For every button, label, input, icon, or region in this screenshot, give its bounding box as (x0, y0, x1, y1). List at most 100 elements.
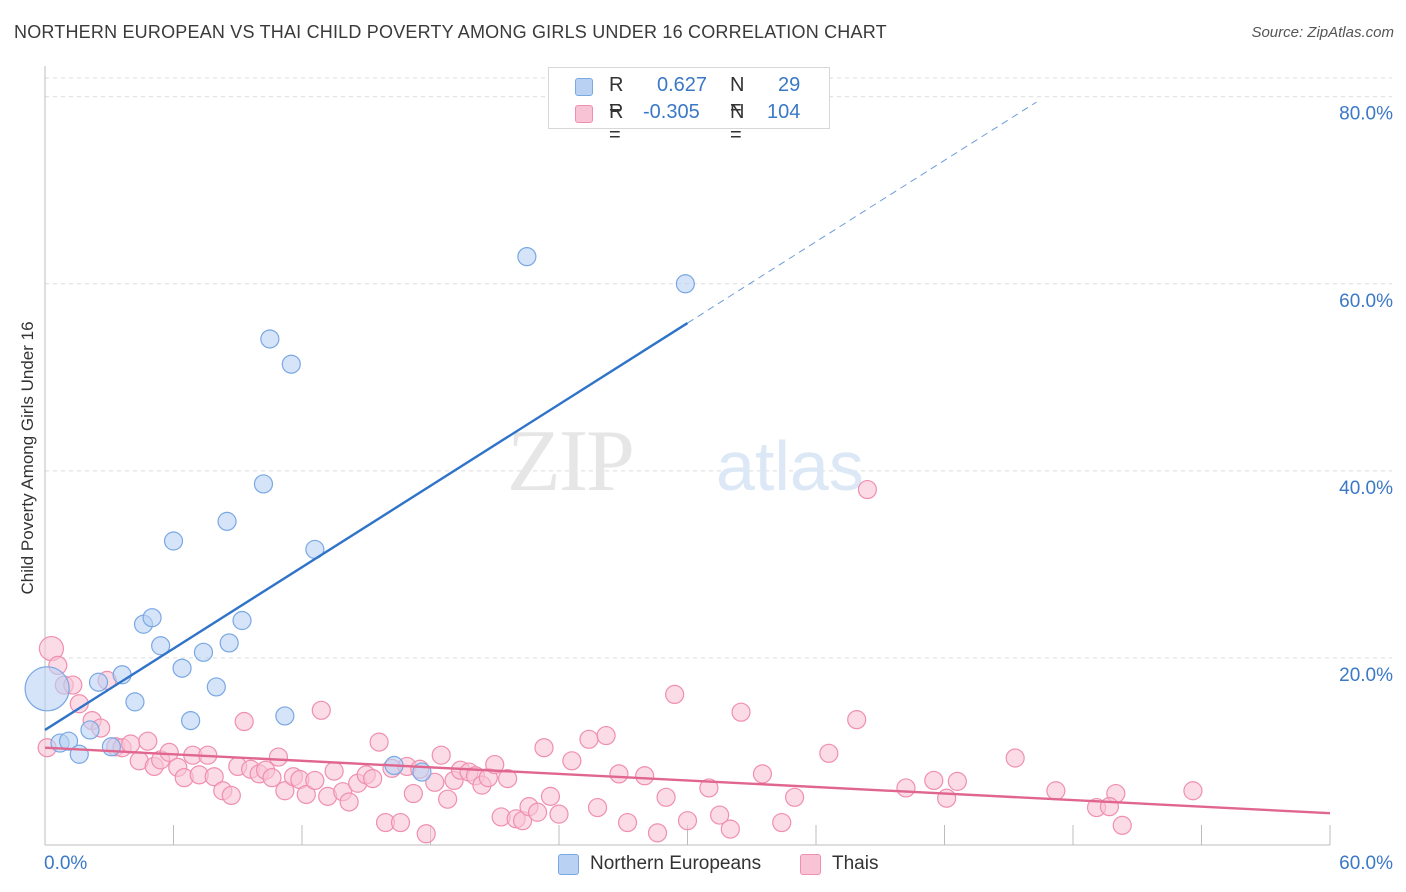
y-tick-label: 60.0% (1339, 291, 1393, 312)
thai-point (924, 770, 944, 791)
n-value-thai: 104 (767, 101, 801, 123)
chart-title: NORTHERN EUROPEAN VS THAI CHILD POVERTY … (14, 22, 887, 42)
thai-point (562, 751, 582, 771)
northern-point (172, 658, 192, 678)
legend-label-thais: Thais (832, 853, 879, 874)
thai-point (635, 766, 655, 786)
thai-point (752, 764, 773, 784)
thai-point (425, 772, 445, 792)
thai-point (221, 785, 241, 806)
thai-point (485, 754, 505, 775)
northern-point (206, 677, 226, 697)
thai-series (37, 479, 1203, 844)
thai-point (656, 787, 676, 807)
thai-point (363, 768, 383, 789)
thai-point (416, 824, 436, 844)
northern-trend-line (44, 322, 689, 731)
northern-point (281, 354, 301, 374)
thai-point (596, 725, 616, 746)
northern-point (142, 608, 162, 628)
thai-point (819, 743, 839, 763)
thai-point (1046, 781, 1066, 801)
watermark: ZIP atlas (507, 413, 864, 510)
thai-point (665, 684, 685, 705)
thai-point (1112, 815, 1132, 835)
y-tick-label: 80.0% (1339, 104, 1393, 125)
y-axis-title: Child Poverty Among Girls Under 16 (18, 321, 37, 595)
thai-point (534, 738, 554, 758)
grid-lines (45, 77, 1392, 659)
thai-point (262, 768, 282, 788)
y-tick-label: 40.0% (1339, 478, 1393, 499)
watermark-zip: ZIP (507, 413, 633, 510)
thai-point (390, 812, 411, 833)
northern-point (217, 511, 237, 531)
northern-point (24, 666, 70, 712)
thai-point (1005, 748, 1025, 768)
northern-point (517, 247, 537, 267)
n-value-northern: 29 (778, 74, 801, 96)
thai-point (947, 771, 967, 791)
northern-point (275, 706, 295, 726)
r-label: R = (609, 74, 624, 119)
northern-point (80, 720, 100, 740)
trend-lines (44, 101, 1331, 815)
thai-point (438, 789, 458, 809)
thai-point (138, 731, 158, 751)
thai-point (731, 702, 751, 722)
x-tick-label: 60.0% (1339, 853, 1393, 874)
y-tick-label: 20.0% (1339, 665, 1393, 686)
northern-europeans-series (24, 247, 695, 782)
thai-point (498, 768, 518, 789)
northern-point (675, 274, 695, 294)
thai-point (1099, 797, 1120, 817)
thai-point (710, 805, 730, 825)
thai-point (784, 787, 805, 807)
thai-point (431, 745, 451, 765)
northern-point (88, 672, 109, 692)
thai-point (549, 804, 569, 824)
n-label: N = (730, 101, 745, 146)
r-label: R = (609, 101, 624, 146)
northern-point (181, 710, 201, 731)
thai-point (540, 786, 561, 806)
thai-point (772, 812, 792, 833)
northern-trend-extension (687, 101, 1037, 324)
thai-point (204, 767, 224, 787)
thai-point (896, 778, 916, 798)
northern-point (193, 642, 214, 662)
thai-point (857, 479, 878, 500)
stats-legend: R = 0.627 N = 29 R = -0.305 N = 104 (548, 67, 830, 146)
r-value-northern: 0.627 (657, 74, 708, 96)
watermark-atlas: atlas (716, 427, 864, 505)
northern-point (151, 636, 171, 656)
thai-point (847, 710, 867, 730)
thai-point (1183, 781, 1203, 801)
northern-point (260, 329, 280, 349)
n-label: N = (730, 74, 745, 119)
thai-point (587, 797, 608, 818)
thai-point (527, 802, 548, 822)
r-value-thai: -0.305 (643, 101, 700, 123)
northern-swatch (575, 78, 593, 96)
northern-point (219, 633, 239, 653)
thai-point (647, 823, 668, 843)
thai-point (609, 764, 629, 784)
thai-point (369, 732, 389, 752)
thai-point (937, 788, 957, 808)
thai-point (403, 783, 423, 804)
thai-point (275, 781, 295, 801)
thai-point (720, 819, 740, 839)
thai-point (121, 734, 141, 754)
chart-source: Source: ZipAtlas.com (1251, 24, 1394, 41)
thai-point (579, 729, 599, 749)
northern-point (163, 531, 184, 551)
tick-labels: 20.0% 40.0% 60.0% 80.0% 0.0% 60.0% (44, 104, 1393, 874)
x-tick-label: 0.0% (44, 853, 87, 874)
northern-point (101, 737, 121, 757)
northern-point (253, 474, 274, 494)
northern-point (125, 692, 145, 712)
thai-swatch (575, 105, 593, 123)
thai-point (311, 700, 331, 720)
thai-point (268, 747, 289, 767)
